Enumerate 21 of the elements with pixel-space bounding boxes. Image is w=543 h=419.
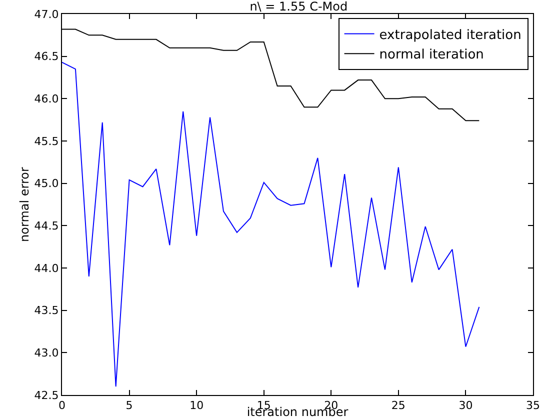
y-axis-title: normal error bbox=[18, 166, 32, 242]
x-tick-label: 0 bbox=[58, 399, 66, 412]
x-tick-label: 30 bbox=[458, 399, 473, 412]
x-tick-label: 25 bbox=[391, 399, 406, 412]
x-tick-label: 10 bbox=[190, 399, 204, 412]
chart-title: n\ = 1.55 C-Mod bbox=[250, 0, 348, 14]
x-tick-label: 5 bbox=[126, 399, 133, 412]
y-tick-label: 46.5 bbox=[34, 50, 59, 64]
x-tick-label: 35 bbox=[526, 399, 540, 412]
y-tick-label: 42.5 bbox=[34, 388, 59, 402]
line-series bbox=[62, 62, 480, 388]
legend-label: normal iteration bbox=[379, 48, 484, 63]
y-tick-label: 44.0 bbox=[34, 262, 59, 275]
y-tick-label: 45.5 bbox=[34, 134, 59, 148]
y-tick-label: 47.0 bbox=[34, 8, 59, 21]
legend-label: extrapolated iteration bbox=[379, 28, 522, 43]
y-tick-label: 45.0 bbox=[34, 177, 59, 190]
y-tick-label: 46.0 bbox=[34, 92, 59, 106]
y-tick-label: 43.0 bbox=[34, 346, 59, 360]
y-tick-label: 43.5 bbox=[34, 304, 59, 318]
y-tick-label: 44.5 bbox=[34, 220, 59, 233]
